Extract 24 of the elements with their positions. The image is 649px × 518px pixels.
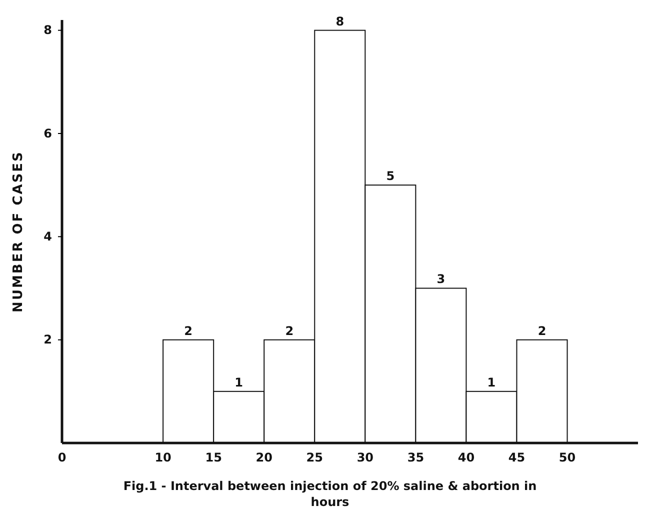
x-tick-label: 30 (356, 450, 374, 465)
y-tick-label: 8 (44, 23, 52, 38)
data-label: 5 (386, 169, 395, 184)
data-label: 2 (285, 324, 294, 338)
y-axis-title: NUMBER OF CASES (11, 150, 26, 312)
x-tick-label: 20 (256, 450, 272, 465)
data-label: 1 (234, 375, 244, 390)
x-tick-label: 40 (458, 450, 475, 465)
x-tick-label: 10 (154, 450, 172, 465)
x-tick-label: 35 (407, 450, 424, 465)
x-tick-label: 0 (58, 450, 66, 465)
x-tick-label: 15 (205, 450, 222, 465)
y-tick-label: 6 (44, 126, 52, 140)
x-tick-label: 45 (508, 450, 526, 465)
y-tick-label: 2 (44, 332, 52, 347)
data-label: 2 (538, 324, 546, 338)
text: Fig.1 - Interval between injection of 20% saline & abortion in hours (123, 479, 537, 509)
x-tick-label: 50 (558, 450, 576, 465)
data-label: 1 (487, 375, 496, 390)
data-label: 3 (436, 272, 446, 286)
y-tick-label: 4 (44, 230, 52, 244)
x-tick-label: 25 (306, 450, 323, 465)
data-label: 2 (184, 324, 192, 338)
data-label: 8 (336, 14, 344, 28)
